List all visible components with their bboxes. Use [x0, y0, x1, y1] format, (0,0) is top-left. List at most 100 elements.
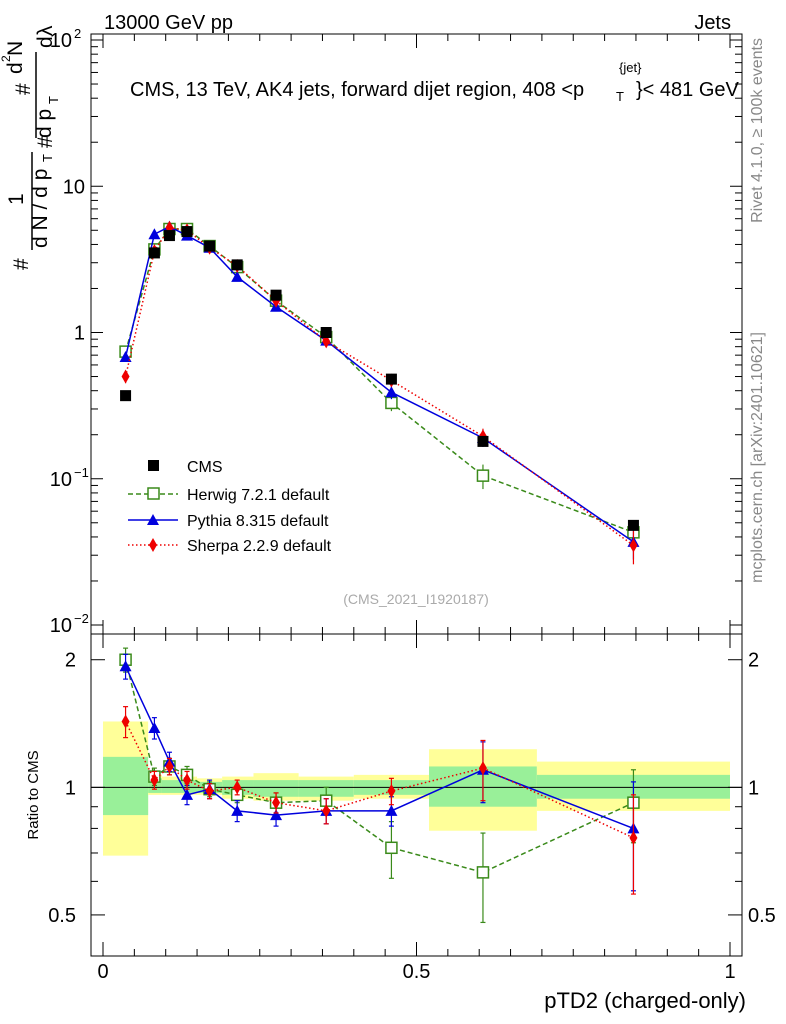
ratio-y-tick-label: 0.5 [48, 905, 76, 927]
main-point-pythia [148, 228, 161, 240]
main-y-tick-label: 10 [50, 469, 72, 491]
legend-label-pythia: Pythia 8.315 default [187, 513, 329, 530]
main-y-tick-label: 10 [63, 176, 85, 198]
ratio-point-sherpa [233, 780, 242, 795]
main-point-cms [385, 373, 397, 385]
main-series-cms [120, 226, 639, 531]
ratio-ylabel: Ratio to CMS [25, 750, 42, 839]
main-y-tick-exponent: −1 [74, 465, 89, 480]
main-y-tick-exponent: 2 [74, 26, 81, 41]
main-point-herwig [476, 469, 490, 482]
legend-label-herwig: Herwig 7.2.1 default [187, 487, 330, 504]
main-point-sherpa [121, 369, 130, 384]
header-right: Jets [694, 12, 731, 34]
ratio-point-pythia [148, 722, 161, 734]
legend-marker-sherpa [149, 538, 157, 552]
main-point-cms [181, 226, 193, 238]
ratio-point-sherpa [478, 761, 487, 776]
ytitle-T1: T [40, 154, 55, 162]
legend-entry-cms: CMS [148, 459, 223, 476]
main-point-cms [477, 435, 489, 447]
header-left: 13000 GeV pp [104, 12, 233, 34]
ratio-series-sherpa [121, 706, 638, 895]
main-title: CMS, 13 TeV, AK4 jets, forward dijet reg… [130, 60, 740, 104]
ratio-bands [91, 721, 742, 856]
ratio-point-herwig [476, 866, 490, 879]
main-point-pythia [385, 386, 398, 398]
legend-marker-cms [148, 460, 159, 471]
main-point-sherpa [629, 538, 638, 553]
ratio-point-sherpa [183, 773, 192, 788]
ratio-axis-ticks: 0.5 0.5 1 1 2 2 0 0.5 1 [48, 634, 776, 983]
legend-entry-herwig: Herwig 7.2.1 default [128, 487, 330, 504]
ratio-point-pythia [231, 804, 244, 816]
main-point-pythia [119, 350, 132, 362]
ytitle-hash2: # [34, 136, 57, 148]
ratio-point-pythia [270, 809, 283, 821]
ratio-band-inner-6 [253, 780, 299, 797]
main-point-cms [163, 230, 175, 242]
ytitle-d2N-d: d [4, 62, 27, 74]
main-title-sup: {jet} [619, 60, 642, 75]
x-tick-label: 1 [724, 961, 735, 983]
ratio-point-sherpa [165, 759, 174, 774]
x-tick-label: 0.5 [403, 961, 431, 983]
main-y-tick-label: 1 [74, 323, 85, 345]
main-title-sub: T [616, 89, 624, 104]
ratio-band-inner-2 [161, 780, 177, 793]
main-point-pythia [231, 270, 244, 282]
ratio-point-sherpa [387, 784, 396, 799]
ytitle-dN: d N / d p [29, 169, 52, 248]
ratio-point-sherpa [322, 803, 331, 818]
rivet-label: Rivet 4.1.0, ≥ 100k events [749, 38, 766, 223]
ratio-point-sherpa [272, 795, 281, 810]
ytitle-lambda: λ [34, 25, 57, 36]
main-point-cms [231, 259, 243, 271]
ratio-band-inner-0 [103, 756, 149, 816]
ratio-y-tick-label: 2 [65, 650, 76, 672]
ytitle-hash3: # [12, 83, 35, 95]
legend-marker-pythia [147, 514, 159, 525]
main-point-cms [204, 240, 216, 252]
main-y-axis-title: # 1 d N / d p T # d p T # d 2 N d λ [0, 25, 61, 270]
ytitle-hash1: # [10, 258, 33, 270]
ratio-data-layer [119, 647, 640, 924]
ratio-point-pythia [181, 788, 194, 800]
ratio-point-pythia [119, 660, 132, 672]
main-point-cms [148, 247, 160, 259]
legend-marker-herwig [147, 487, 160, 500]
ratio-point-herwig [385, 841, 398, 855]
main-title-end: }< 481 GeV [636, 79, 740, 101]
analysis-watermark: (CMS_2021_I1920187) [343, 591, 489, 607]
main-line-sherpa [124, 226, 634, 547]
ratio-point-sherpa [150, 773, 159, 788]
ytitle-one: 1 [5, 193, 28, 205]
ratio-y-tick-label-right: 1 [748, 777, 759, 799]
main-point-cms [627, 519, 639, 531]
ytitle-N: N [4, 41, 27, 56]
x-axis-title: pTD2 (charged-only) [544, 988, 746, 1013]
main-point-cms [320, 327, 332, 338]
ratio-point-sherpa [629, 830, 638, 845]
legend-entry-pythia: Pythia 8.315 default [128, 513, 329, 530]
main-title-text: CMS, 13 TeV, AK4 jets, forward dijet reg… [130, 79, 584, 101]
mcplots-label: mcplots.cern.ch [arXiv:2401.10621] [749, 332, 766, 583]
x-tick-label: 0 [97, 961, 108, 983]
main-y-tick-label: 10 [50, 30, 72, 52]
ratio-y-tick-label-right: 0.5 [748, 905, 776, 927]
main-y-tick-exponent: −2 [74, 611, 89, 626]
ytitle-dp: d p [33, 109, 56, 138]
ytitle-T2: T [46, 96, 61, 104]
main-y-tick-label: 10 [50, 615, 72, 637]
main-point-cms [120, 390, 132, 402]
legend-label-cms: CMS [187, 459, 223, 476]
legend-label-sherpa: Sherpa 2.2.9 default [187, 538, 332, 555]
ytitle-dlambda-d: d [34, 36, 57, 48]
ratio-point-pythia [385, 804, 398, 816]
main-point-cms [270, 289, 282, 301]
main-data-layer [119, 220, 640, 565]
ratio-point-sherpa [121, 714, 130, 729]
legend-entry-sherpa: Sherpa 2.2.9 default [128, 538, 332, 555]
